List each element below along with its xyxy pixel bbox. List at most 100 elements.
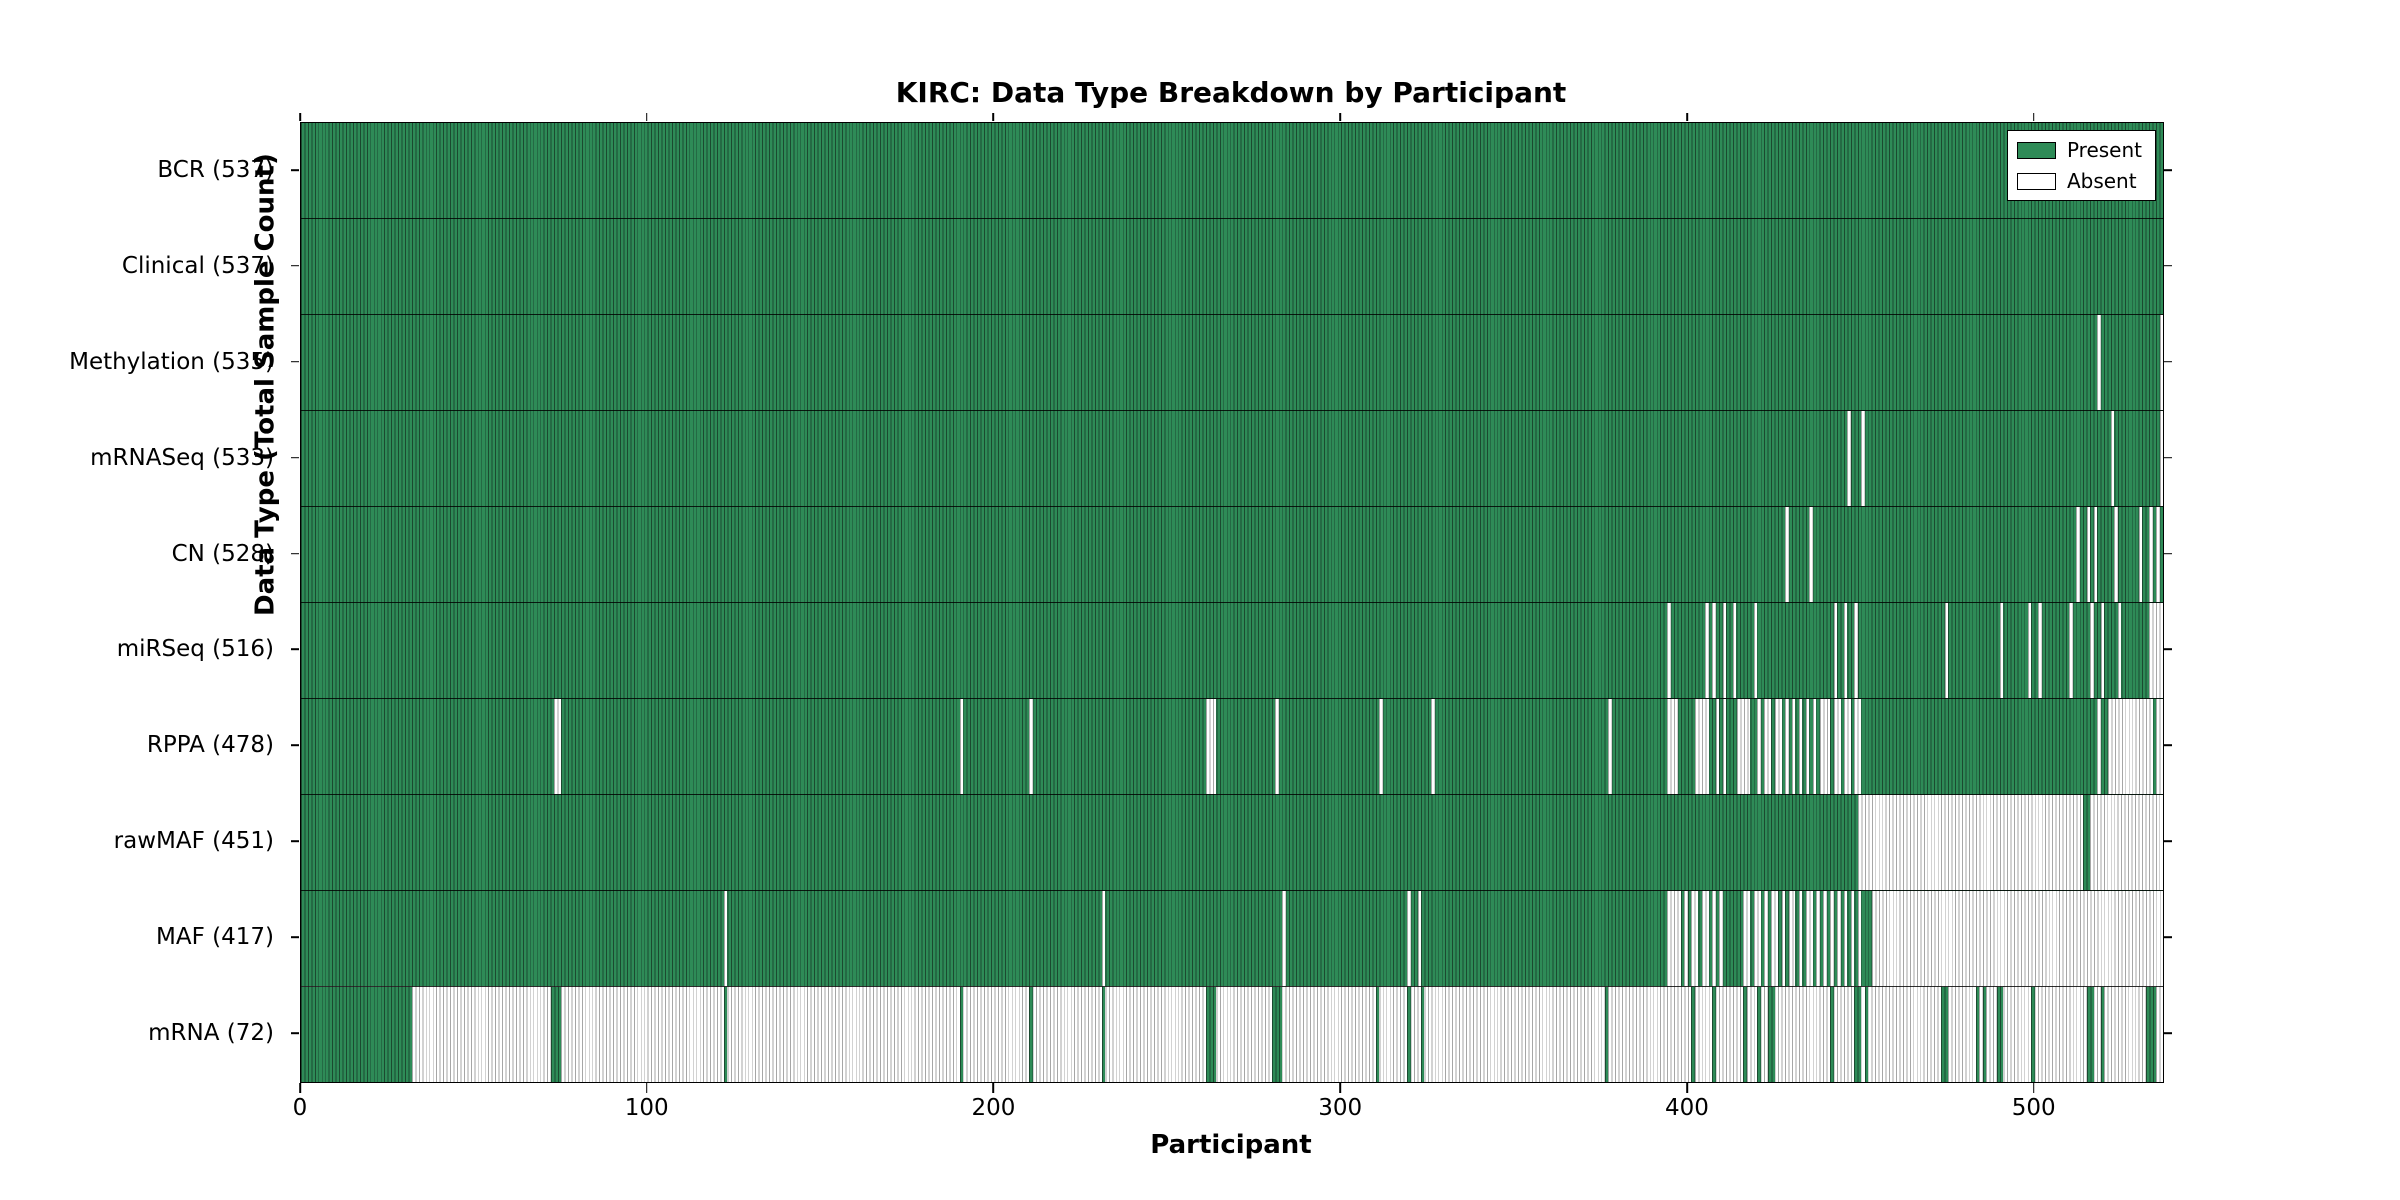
absent-block — [1798, 891, 1803, 986]
tick-mark — [291, 456, 299, 459]
tick-mark — [1339, 1083, 1342, 1093]
tick-mark — [291, 1032, 299, 1034]
absent-block — [1667, 891, 1682, 986]
absent-block — [2097, 699, 2101, 794]
absent-block — [1407, 891, 1411, 986]
matrix-row-bcr — [301, 123, 2163, 218]
absent-block — [1753, 603, 1758, 698]
x-axis-ticks: 0 100 200 300 400 500 — [293, 1083, 2162, 1133]
absent-block — [1774, 699, 1782, 794]
ytick-label-mrnaseq: mRNASeq (533) — [90, 444, 274, 471]
present-block — [301, 987, 412, 1082]
present-block — [1757, 987, 1761, 1082]
tick-mark — [2164, 936, 2172, 938]
absent-block — [1854, 699, 1862, 794]
matrix-row-maf — [301, 890, 2163, 986]
ytick-label-methylation: Methylation (535) — [69, 348, 274, 375]
absent-block — [2149, 603, 2163, 698]
absent-block — [1857, 891, 1862, 986]
absent-block — [2076, 507, 2080, 602]
present-swatch — [2016, 141, 2056, 159]
absent-block — [2090, 795, 2163, 890]
absent-block — [1431, 699, 1435, 794]
absent-block — [1705, 603, 1709, 698]
absent-block — [2114, 507, 2118, 602]
absent-block — [1764, 699, 1772, 794]
xtick-label: 0 — [292, 1095, 308, 1121]
present-block — [1712, 987, 1716, 1082]
absent-block — [2069, 603, 2073, 698]
tick-mark — [2164, 265, 2172, 267]
tick-mark — [2164, 552, 2172, 555]
absent-block — [1861, 411, 1865, 506]
plot-area: Present Absent — [300, 122, 2164, 1083]
absent-block — [1733, 603, 1737, 698]
present-block — [1205, 987, 1217, 1082]
x-axis-label: Participant — [1150, 1130, 1312, 1160]
tick-mark — [291, 169, 299, 171]
present-block — [1420, 987, 1425, 1082]
absent-block — [1788, 891, 1796, 986]
absent-block — [2156, 699, 2163, 794]
absent-block — [1743, 891, 1751, 986]
top-axis-ticks — [299, 113, 2162, 121]
tick-mark — [1686, 113, 1688, 121]
absent-block — [1701, 891, 1709, 986]
absent-block — [2038, 603, 2042, 698]
absent-block — [554, 699, 562, 794]
present-block — [1982, 987, 1987, 1082]
present-block — [1691, 987, 1695, 1082]
tick-mark — [291, 648, 299, 651]
matrix-row-mrnaseq — [301, 410, 2163, 506]
present-block — [1864, 987, 1869, 1082]
present-block — [2031, 987, 2035, 1082]
absent-block — [1101, 891, 1106, 986]
present-block — [1767, 987, 1775, 1082]
present-block — [959, 987, 964, 1082]
ytick-label-maf: MAF (417) — [156, 924, 274, 951]
chart-title: KIRC: Data Type Breakdown by Participant — [895, 76, 1567, 109]
absent-block — [1275, 699, 1279, 794]
tick-mark — [299, 1083, 301, 1093]
present-block — [2000, 987, 2004, 1082]
ytick-label-bcr: BCR (537) — [157, 156, 274, 183]
tick-mark — [645, 113, 648, 121]
present-block — [1941, 987, 1948, 1082]
matrix-row-cn — [301, 506, 2163, 602]
absent-block — [1798, 699, 1803, 794]
absent-block — [1833, 603, 1838, 698]
absent-block — [1684, 891, 1688, 986]
present-block — [1854, 987, 1862, 1082]
absent-block — [724, 891, 728, 986]
tick-mark — [992, 113, 995, 121]
tick-mark — [299, 113, 301, 121]
absent-block — [1753, 891, 1761, 986]
absent-block — [2156, 507, 2160, 602]
present-block — [1407, 987, 1411, 1082]
absent-block — [2090, 603, 2094, 698]
present-block — [2145, 987, 2157, 1082]
absent-block — [1837, 891, 1841, 986]
absent-block — [1205, 699, 1217, 794]
ytick-label-rppa: RPPA (478) — [146, 732, 274, 759]
matrix-row-rawmaf — [301, 794, 2163, 890]
absent-block — [1771, 891, 1779, 986]
tick-mark — [291, 552, 299, 555]
absent-block — [1722, 603, 1727, 698]
absent-block — [1871, 891, 2163, 986]
tick-mark — [2164, 744, 2172, 747]
present-block — [1996, 987, 2001, 1082]
tick-mark — [291, 360, 299, 363]
left-axis-ticks — [291, 122, 299, 1081]
ytick-label-rawmaf: rawMAF (451) — [113, 828, 274, 855]
tick-mark — [2032, 1083, 2035, 1093]
absent-block — [2027, 603, 2032, 698]
present-block — [1604, 987, 1609, 1082]
absent-block — [1667, 699, 1678, 794]
tick-mark — [2164, 840, 2172, 843]
present-block — [1101, 987, 1106, 1082]
absent-block — [1757, 699, 1761, 794]
absent-block — [2000, 603, 2004, 698]
absent-block — [1712, 603, 1716, 698]
absent-block — [1712, 891, 1716, 986]
